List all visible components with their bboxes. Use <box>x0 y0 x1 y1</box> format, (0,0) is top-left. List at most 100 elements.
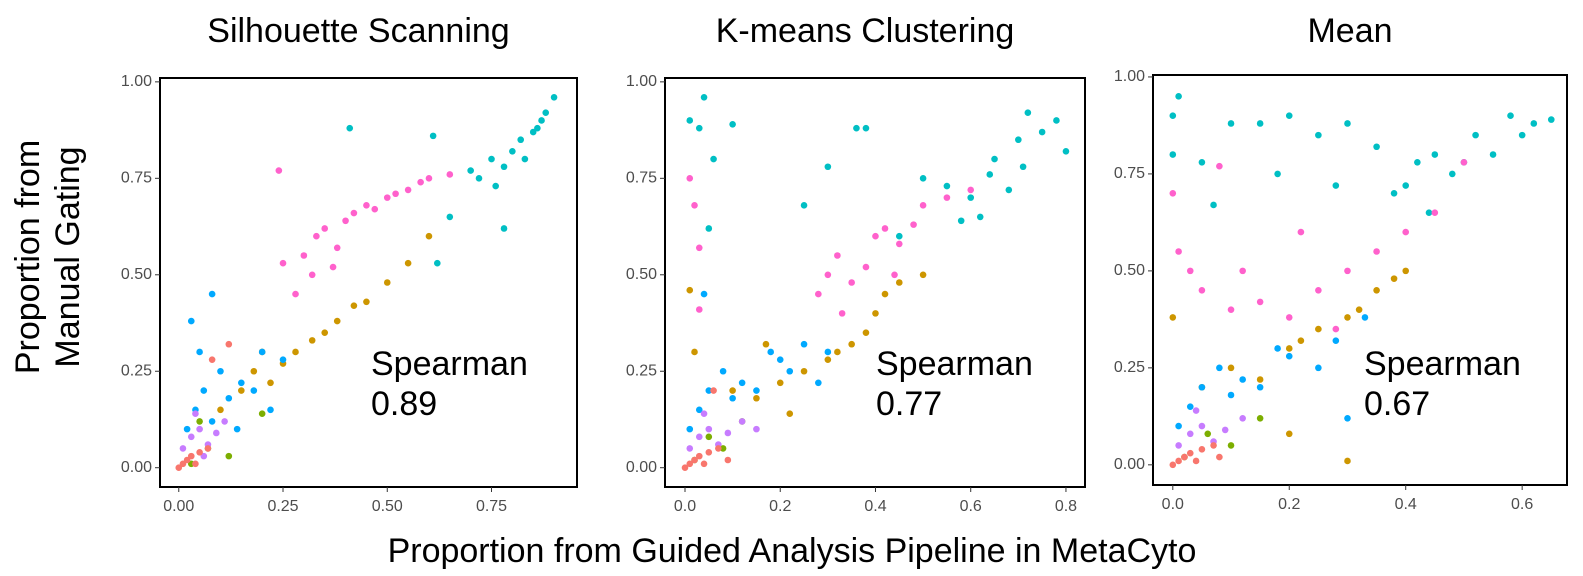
x-tick-label: 0.4 <box>1395 496 1417 513</box>
annotation: Spearman <box>371 345 528 383</box>
point <box>392 190 399 198</box>
point <box>719 367 727 375</box>
point <box>1181 453 1188 461</box>
point <box>1285 314 1293 321</box>
point <box>1210 201 1217 209</box>
point <box>329 263 337 271</box>
point <box>1402 182 1410 189</box>
point <box>509 148 516 155</box>
point <box>786 410 794 417</box>
point <box>1274 170 1281 178</box>
point <box>976 213 984 221</box>
annotation: Spearman <box>876 345 1033 383</box>
point <box>217 367 224 375</box>
point <box>1390 275 1398 282</box>
y-axis-label: Proportion from Manual Gating <box>9 140 87 374</box>
point <box>853 124 860 132</box>
point <box>824 356 832 363</box>
point <box>1402 228 1410 236</box>
annotation: 0.77 <box>876 385 942 423</box>
point <box>700 93 708 101</box>
point <box>204 445 212 452</box>
point <box>267 406 274 414</box>
point <box>695 433 703 441</box>
point <box>881 225 889 232</box>
point <box>800 340 808 348</box>
point <box>967 186 975 194</box>
point <box>919 271 927 279</box>
y-tick-label: 1.00 <box>1114 68 1145 85</box>
y-tick-label: 0.75 <box>121 170 152 187</box>
x-tick-label: 0.50 <box>372 498 403 515</box>
point <box>446 171 454 178</box>
point <box>729 394 736 402</box>
point <box>1216 162 1223 170</box>
annotation: 0.67 <box>1364 385 1430 423</box>
point <box>196 418 203 425</box>
point <box>292 348 299 356</box>
point <box>848 340 855 348</box>
point <box>187 317 195 325</box>
point <box>1198 422 1206 430</box>
point <box>686 425 694 433</box>
point <box>738 379 746 387</box>
point <box>753 387 760 394</box>
point <box>1227 391 1235 399</box>
point <box>1175 457 1182 465</box>
panel-title: Silhouette Scanning <box>207 12 509 50</box>
point <box>383 194 391 201</box>
y-tick-label: 0.00 <box>121 459 152 476</box>
point <box>724 429 732 437</box>
point <box>838 310 846 317</box>
point <box>800 202 808 209</box>
point <box>705 425 713 433</box>
point <box>1361 314 1369 321</box>
point <box>719 445 727 452</box>
point <box>1169 151 1177 158</box>
point <box>1518 131 1526 139</box>
point <box>986 171 994 178</box>
point <box>187 452 195 460</box>
point <box>429 132 437 140</box>
point <box>1169 314 1177 321</box>
point <box>217 406 224 414</box>
point <box>250 387 258 394</box>
point <box>1297 228 1305 236</box>
point <box>729 121 736 128</box>
point <box>238 379 245 387</box>
point <box>1053 117 1060 124</box>
x-tick-label: 0.4 <box>864 498 886 515</box>
point <box>1344 414 1351 422</box>
point <box>710 387 717 394</box>
point <box>1227 120 1235 127</box>
point <box>943 194 951 201</box>
point <box>225 394 233 402</box>
x-tick-label: 0.8 <box>1055 498 1077 515</box>
point <box>192 460 199 468</box>
point <box>404 259 412 267</box>
x-tick-label: 0.00 <box>163 498 194 515</box>
point <box>1175 442 1182 449</box>
point <box>179 460 187 468</box>
point <box>1198 446 1206 453</box>
point <box>1192 457 1200 465</box>
point <box>1373 248 1380 255</box>
point <box>1256 120 1264 127</box>
y-tick-label: 1.00 <box>626 73 657 90</box>
point <box>200 387 208 394</box>
point <box>221 418 228 425</box>
point <box>1186 449 1194 457</box>
point <box>695 124 703 132</box>
point <box>250 367 258 375</box>
y-axis-label-line: Proportion from <box>9 140 47 374</box>
point <box>342 217 349 225</box>
point <box>446 213 454 221</box>
point <box>715 445 722 452</box>
point <box>208 418 216 425</box>
point <box>175 464 183 472</box>
point <box>1285 345 1293 352</box>
point <box>434 259 441 267</box>
point <box>957 217 965 225</box>
annotation: 0.89 <box>371 385 437 423</box>
point <box>872 232 879 240</box>
